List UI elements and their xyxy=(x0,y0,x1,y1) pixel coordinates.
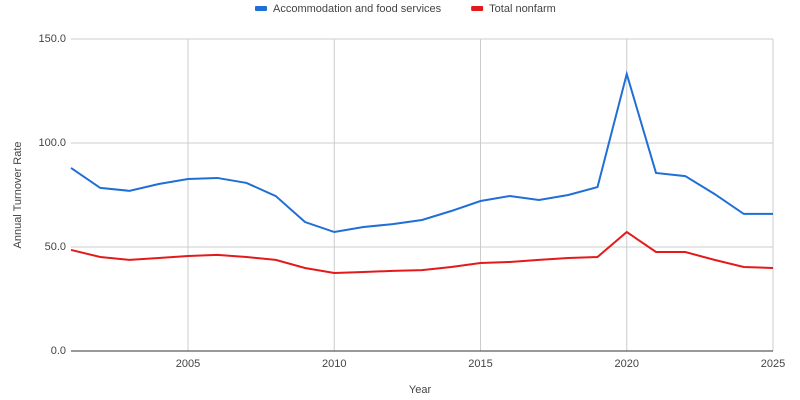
x-tick-label: 2005 xyxy=(176,358,200,370)
legend: Accommodation and food services Total non… xyxy=(255,3,556,15)
legend-swatch xyxy=(255,6,267,11)
y-tick-label: 100.0 xyxy=(38,137,66,149)
legend-swatch xyxy=(471,6,484,11)
y-tick-label: 150.0 xyxy=(38,33,66,45)
x-tick-label: 2025 xyxy=(761,358,785,370)
legend-label: Accommodation and food services xyxy=(273,3,442,15)
y-axis-title: Annual Turnover Rate xyxy=(12,141,24,248)
x-tick-label: 2015 xyxy=(468,358,492,370)
y-tick-label: 0.0 xyxy=(51,345,66,357)
legend-label: Total nonfarm xyxy=(489,3,556,15)
data-line xyxy=(70,70,773,234)
x-tick-label: 2010 xyxy=(322,358,346,370)
x-axis-title: Year xyxy=(409,384,432,396)
data-line xyxy=(70,230,774,275)
x-tick-label: 2020 xyxy=(615,358,639,370)
y-tick-label: 50.0 xyxy=(45,241,66,253)
